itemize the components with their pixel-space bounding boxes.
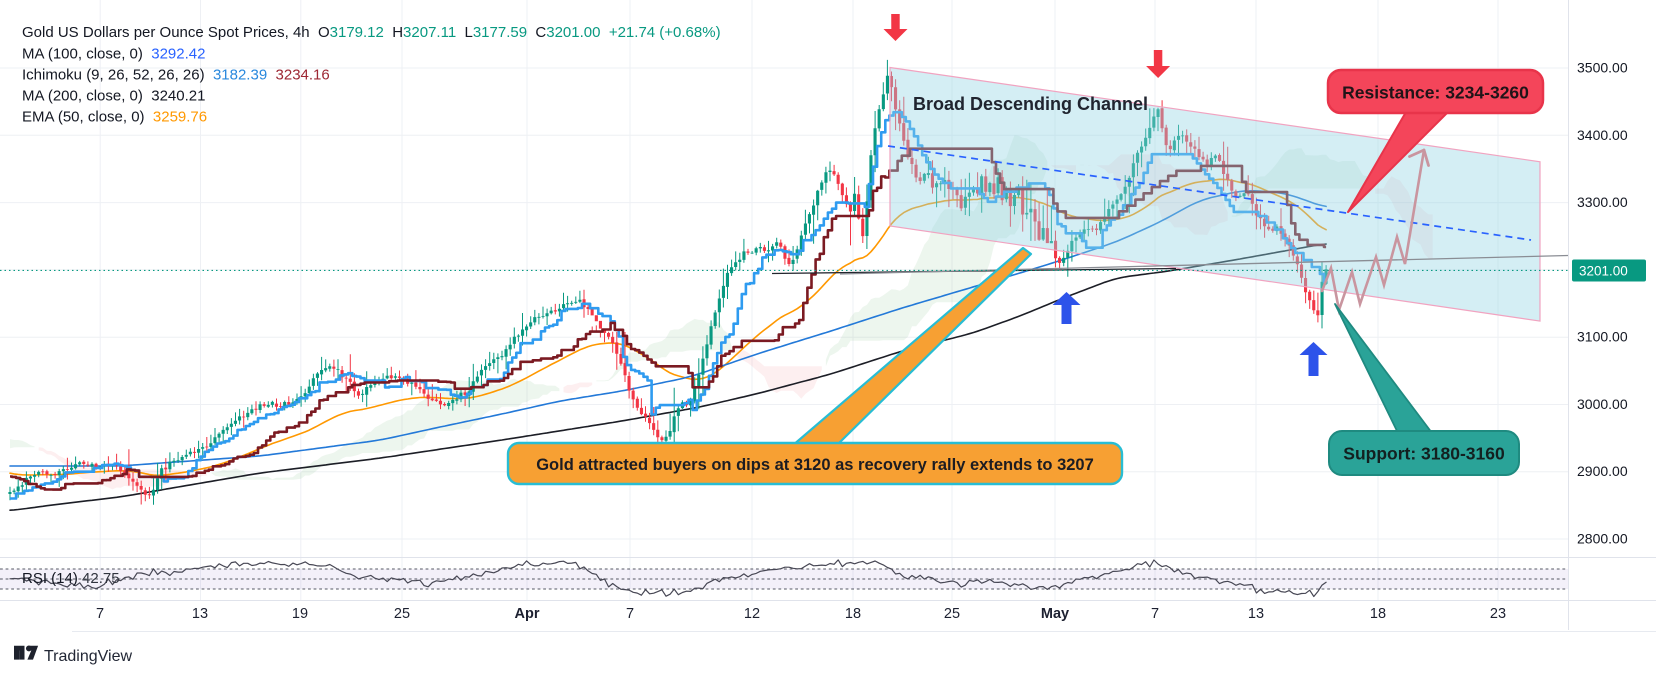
svg-text:25: 25 [394, 606, 410, 622]
svg-text:3100.00: 3100.00 [1577, 329, 1628, 345]
svg-text:Support: 3180-3160: Support: 3180-3160 [1343, 444, 1505, 464]
svg-text:13: 13 [192, 606, 208, 622]
svg-text:25: 25 [944, 606, 960, 622]
svg-text:Gold US Dollars per Ounce Spot: Gold US Dollars per Ounce Spot Prices, 4… [22, 24, 721, 41]
svg-text:7: 7 [626, 606, 634, 622]
svg-text:EMA (50, close, 0) 3259.76: EMA (50, close, 0) 3259.76 [22, 109, 207, 126]
svg-text:May: May [1041, 606, 1069, 622]
svg-text:3400.00: 3400.00 [1577, 127, 1628, 143]
svg-text:3201.00: 3201.00 [1579, 264, 1628, 279]
svg-text:2800.00: 2800.00 [1577, 531, 1628, 547]
svg-text:3500.00: 3500.00 [1577, 60, 1628, 76]
svg-text:MA (200, close, 0) 3240.21: MA (200, close, 0) 3240.21 [22, 88, 205, 105]
svg-text:Apr: Apr [515, 606, 540, 622]
svg-text:2900.00: 2900.00 [1577, 463, 1628, 479]
svg-text:23: 23 [1490, 606, 1506, 622]
svg-text:3000.00: 3000.00 [1577, 396, 1628, 412]
svg-text:13: 13 [1248, 606, 1264, 622]
svg-text:18: 18 [1370, 606, 1386, 622]
svg-text:MA (100, close, 0) 3292.42: MA (100, close, 0) 3292.42 [22, 46, 205, 63]
svg-text:18: 18 [845, 606, 861, 622]
svg-text:Broad Descending Channel: Broad Descending Channel [913, 94, 1148, 114]
svg-text:3300.00: 3300.00 [1577, 194, 1628, 210]
svg-text:Resistance: 3234-3260: Resistance: 3234-3260 [1342, 83, 1529, 103]
svg-text:7: 7 [1151, 606, 1159, 622]
svg-text:TradingView: TradingView [44, 648, 132, 665]
svg-text:19: 19 [292, 606, 308, 622]
svg-text:7: 7 [96, 606, 104, 622]
svg-text:Ichimoku (9, 26, 52, 26, 26): Ichimoku (9, 26, 52, 26, 26) 3182.39 323… [22, 67, 330, 84]
svg-text:12: 12 [744, 606, 760, 622]
svg-text:RSI (14) 42.75: RSI (14) 42.75 [22, 570, 120, 587]
svg-text:Gold attracted buyers on dips: Gold attracted buyers on dips at 3120 as… [536, 456, 1094, 474]
